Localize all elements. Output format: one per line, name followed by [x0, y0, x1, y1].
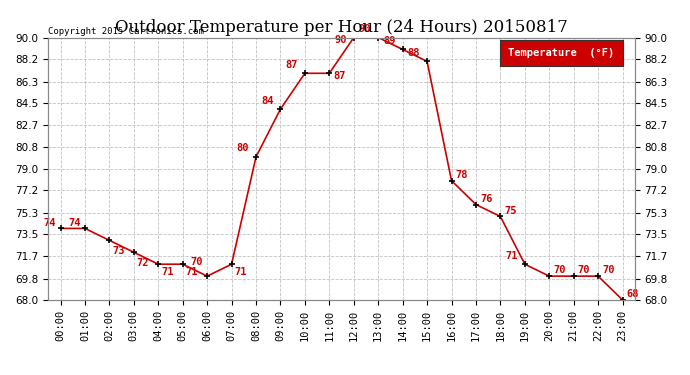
Text: 73: 73 [112, 246, 125, 256]
Text: Copyright 2015 Cartronics.com: Copyright 2015 Cartronics.com [48, 27, 204, 36]
Text: 71: 71 [235, 267, 247, 278]
Text: 90: 90 [335, 35, 347, 45]
Text: 89: 89 [383, 36, 395, 46]
Text: 71: 71 [186, 267, 198, 278]
Text: 70: 70 [190, 257, 203, 267]
Title: Outdoor Temperature per Hour (24 Hours) 20150817: Outdoor Temperature per Hour (24 Hours) … [115, 19, 568, 36]
Text: 70: 70 [602, 266, 615, 275]
Text: 70: 70 [553, 266, 566, 275]
Text: 76: 76 [480, 194, 493, 204]
Text: 72: 72 [137, 258, 149, 268]
Text: 70: 70 [578, 266, 591, 275]
Text: 71: 71 [161, 267, 174, 278]
Text: 68: 68 [627, 289, 639, 299]
Text: 88: 88 [408, 48, 420, 58]
Text: 87: 87 [286, 60, 298, 70]
Text: 74: 74 [68, 217, 81, 228]
Text: 80: 80 [237, 143, 249, 153]
Text: 71: 71 [505, 251, 518, 261]
Text: 75: 75 [504, 206, 517, 216]
Text: 78: 78 [455, 170, 469, 180]
Text: 74: 74 [44, 217, 57, 228]
Text: 84: 84 [261, 96, 273, 105]
Text: 90: 90 [359, 24, 371, 34]
Text: 87: 87 [333, 71, 346, 81]
